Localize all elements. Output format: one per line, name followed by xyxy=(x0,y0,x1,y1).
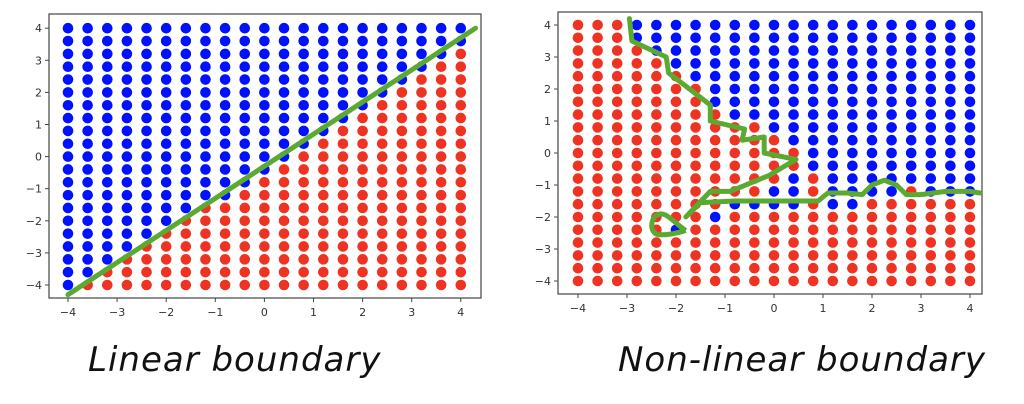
y-tick-label: −3 xyxy=(535,243,551,256)
scatter-points xyxy=(572,19,976,287)
y-tick-label: −4 xyxy=(26,279,42,292)
x-tick-label: 0 xyxy=(771,302,778,315)
x-tick-label: −1 xyxy=(207,306,223,319)
x-tick-label: −4 xyxy=(60,306,76,319)
y-tick-label: −2 xyxy=(535,211,551,224)
decision-boundary-loop xyxy=(649,211,688,238)
x-tick-label: −2 xyxy=(158,306,174,319)
x-tick-label: 1 xyxy=(820,302,827,315)
y-tick-label: 1 xyxy=(544,115,551,128)
y-tick-label: 4 xyxy=(544,19,551,32)
decision-boundary xyxy=(65,25,479,298)
x-tick-label: 1 xyxy=(310,306,317,319)
y-tick-label: 1 xyxy=(35,119,42,132)
x-tick-label: −2 xyxy=(668,302,684,315)
x-tick-label: −1 xyxy=(717,302,733,315)
y-tick-label: 2 xyxy=(35,86,42,99)
x-tick-label: −3 xyxy=(619,302,635,315)
y-tick-label: −1 xyxy=(535,179,551,192)
x-tick-label: −4 xyxy=(570,302,586,315)
x-tick-label: 3 xyxy=(408,306,415,319)
x-tick-label: 4 xyxy=(457,306,464,319)
y-tick-label: 0 xyxy=(544,147,551,160)
x-tick-label: 0 xyxy=(261,306,268,319)
decision-boundary xyxy=(626,16,983,220)
scatter-points xyxy=(62,22,467,291)
linear-boundary-caption: Linear boundary xyxy=(88,340,382,380)
y-tick-label: −4 xyxy=(535,275,551,288)
linear-scatter-svg: −4 −3 −2 −1 0 1 2 3 4 −4 −3 −2 −1 0 1 2 3 4 xyxy=(26,13,482,319)
y-tick-label: 0 xyxy=(35,151,42,164)
nonlinear-boundary-caption: Non-linear boundary xyxy=(618,340,987,380)
y-tick-label: 3 xyxy=(35,54,42,67)
x-tick-label: 4 xyxy=(967,302,974,315)
y-tick-label: −2 xyxy=(26,215,42,228)
x-tick-label: −3 xyxy=(109,306,125,319)
y-tick-label: −3 xyxy=(26,247,42,260)
linear-boundary-plot: −4 −3 −2 −1 0 1 2 3 4 −4 −3 −2 −1 0 1 2 3 4 xyxy=(0,0,512,330)
y-tick-label: 4 xyxy=(35,22,42,35)
y-tick-label: −1 xyxy=(26,183,42,196)
x-tick-label: 2 xyxy=(869,302,876,315)
nonlinear-scatter-svg: −4 −3 −2 −1 0 1 2 3 4 −4 −3 −2 −1 0 1 2 3 4 xyxy=(535,11,983,315)
y-tick-label: 3 xyxy=(544,51,551,64)
x-tick-label: 2 xyxy=(359,306,366,319)
nonlinear-boundary-plot: −4 −3 −2 −1 0 1 2 3 4 −4 −3 −2 −1 0 1 2 3 4 xyxy=(510,0,1024,330)
x-tick-label: 3 xyxy=(918,302,925,315)
y-tick-label: 2 xyxy=(544,83,551,96)
